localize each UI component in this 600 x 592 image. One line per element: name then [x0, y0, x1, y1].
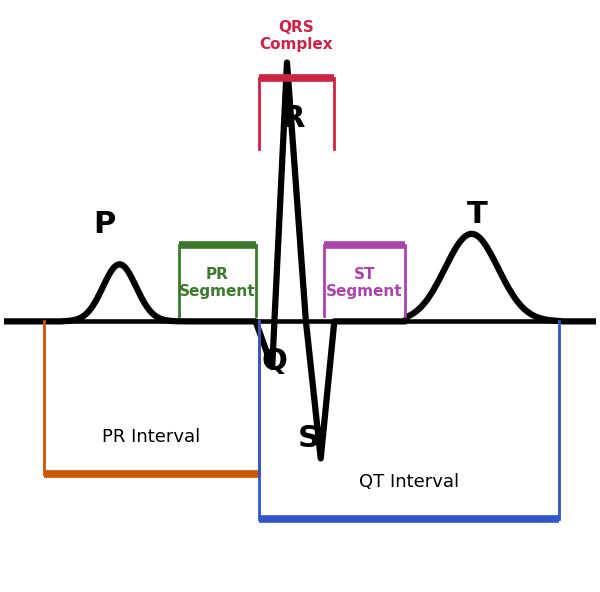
Text: S: S: [298, 424, 320, 453]
Text: P: P: [94, 210, 116, 239]
Text: T: T: [467, 200, 488, 229]
Text: QT Interval: QT Interval: [359, 474, 459, 491]
Text: Q: Q: [262, 348, 287, 377]
Text: PR Interval: PR Interval: [103, 428, 200, 446]
Text: ST
Segment: ST Segment: [326, 267, 403, 299]
Text: QRS
Complex: QRS Complex: [260, 20, 333, 52]
Text: R: R: [281, 104, 305, 133]
Text: PR
Segment: PR Segment: [179, 267, 256, 299]
